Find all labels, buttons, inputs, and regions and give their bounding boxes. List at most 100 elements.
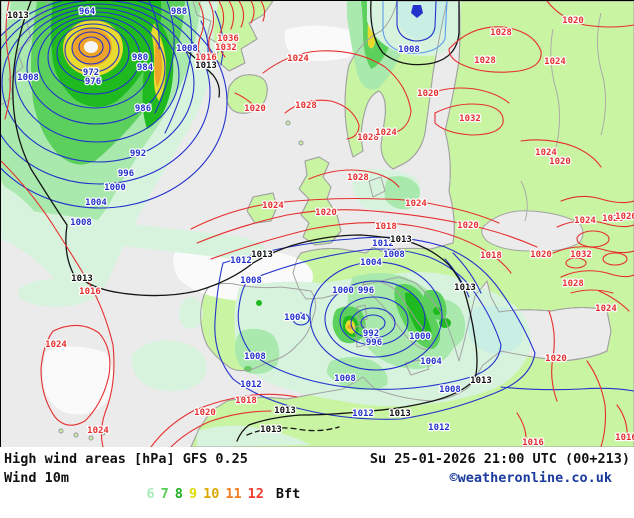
variable-label: Wind 10m xyxy=(4,470,70,486)
pressure-label: 996 xyxy=(358,286,374,296)
pressure-label: 1013 xyxy=(71,274,93,284)
pressure-label: 1020 xyxy=(562,16,584,26)
wind-area-layer xyxy=(1,1,531,447)
weather-map: 964 988 980 984 1008 972 976 986 1008 992 996 1000 1… xyxy=(0,0,634,447)
pressure-label: 1020 xyxy=(315,208,337,218)
storm-eye xyxy=(84,41,98,53)
pressure-label: 1028 xyxy=(602,214,624,224)
forecast-datetime: Su 25-01-2026 21:00 UTC (00+213) xyxy=(369,451,630,467)
pressure-label: 1032 xyxy=(215,43,237,53)
pressure-label: 1020 xyxy=(244,104,266,114)
pressure-label: 1028 xyxy=(357,133,379,143)
pressure-label: 976 xyxy=(85,77,101,87)
pressure-label: 1028 xyxy=(562,279,584,289)
pressure-label: 1000 xyxy=(104,183,126,193)
pressure-label: 1008 xyxy=(17,73,39,83)
pressure-label: 1012 xyxy=(240,380,262,390)
scandinavia-low-isobars xyxy=(370,1,460,66)
pressure-label: 1004 xyxy=(284,313,306,323)
pressure-label: 1016 xyxy=(79,287,101,297)
pressure-label-layer: 964 9889809841008972976986100899299610001… xyxy=(6,6,634,447)
pressure-label: 1032 xyxy=(459,114,481,124)
bft-value-8: 8 xyxy=(174,486,183,502)
bft-value-9: 9 xyxy=(188,486,198,502)
pressure-label: 1013 xyxy=(260,425,282,435)
pressure-label: 1016 xyxy=(615,433,634,443)
pressure-label: 1024 xyxy=(535,148,557,158)
pressure-label: 986 xyxy=(135,104,151,114)
pressure-label: 1016 xyxy=(195,53,217,63)
pressure-label: 1024 xyxy=(574,216,596,226)
pressure-label: 1028 xyxy=(295,101,317,111)
pressure-label: 1008 xyxy=(240,276,262,286)
map-title: High wind areas [hPa] GFS 0.25 xyxy=(4,451,248,467)
pressure-label: 1008 xyxy=(176,44,198,54)
pressure-label: 1008 xyxy=(334,374,356,384)
pressure-label: 1013 xyxy=(7,11,29,21)
weather-map-svg: 964 9889809841008972976986100899299610001… xyxy=(1,1,634,447)
pressure-label: 1024 xyxy=(87,426,109,436)
bft-value-10: 10 xyxy=(203,486,220,502)
pressure-label: 1013 xyxy=(389,409,411,419)
pressure-label: 1028 xyxy=(490,28,512,38)
pressure-label: 1024 xyxy=(595,304,617,314)
weather-map-page: { "footer": { "title": "High wind areas … xyxy=(0,0,634,502)
pressure-label: 1036 xyxy=(217,34,239,44)
pressure-label: 1020 xyxy=(457,221,479,231)
pressure-label: 1020 xyxy=(549,157,571,167)
pressure-label: 1013 xyxy=(470,376,492,386)
mediterranean-low-isobars xyxy=(214,236,634,420)
bft-values: 6 7 8 9 10 11 12 xyxy=(147,486,270,502)
pressure-label: 1016 xyxy=(522,438,544,447)
pressure-label: 1004 xyxy=(360,258,382,268)
pressure-label: 1024 xyxy=(544,57,566,67)
pressure-label: 1018 xyxy=(235,396,257,406)
legend-footer: High wind areas [hPa] GFS 0.25 Su 25-01-… xyxy=(0,447,634,502)
pressure-label: 1020 xyxy=(530,250,552,260)
pressure-label: 1028 xyxy=(474,56,496,66)
pressure-label: 1013 xyxy=(195,61,217,71)
pressure-label: 1000 xyxy=(409,332,431,342)
coastline-layer xyxy=(1,1,634,447)
atlantic-low-isobars xyxy=(1,1,228,209)
bft-value-12: 12 xyxy=(247,486,264,502)
pressure-label: 1004 xyxy=(420,357,442,367)
pressure-label: 988 xyxy=(171,7,187,17)
pressure-label: 1024 xyxy=(287,54,309,64)
pressure-label: 1020 xyxy=(615,212,634,222)
bft-value-11: 11 xyxy=(225,486,242,502)
bft-unit: Bft xyxy=(275,486,301,502)
pressure-label: 1000 xyxy=(332,286,354,296)
pressure-label: 1008 xyxy=(383,250,405,260)
pressure-label: 1012 xyxy=(352,409,374,419)
pressure-label: 1008 xyxy=(70,218,92,228)
pressure-label: 984 xyxy=(137,63,154,73)
copyright: ©weatheronline.co.uk xyxy=(449,470,612,486)
pressure-label: 964 xyxy=(79,7,96,17)
pressure-label: 1012 xyxy=(230,256,252,266)
pressure-label: 1004 xyxy=(85,198,107,208)
pressure-label: 1024 xyxy=(45,340,67,350)
pressure-label: 1008 xyxy=(398,45,420,55)
pressure-label: 1020 xyxy=(545,354,567,364)
pressure-label: 1028 xyxy=(347,173,369,183)
pressure-label: 1013 xyxy=(251,250,273,260)
pressure-label: 1018 xyxy=(375,222,397,232)
pressure-label: 1012 xyxy=(428,423,450,433)
pressure-label: 996 xyxy=(366,338,382,348)
pressure-label: 1032 xyxy=(570,250,592,260)
pressure-label: 1024 xyxy=(405,199,427,209)
pressure-label: 1008 xyxy=(439,385,461,395)
bft-scale: 6 7 8 9 10 11 12 Bft xyxy=(114,470,306,518)
pressure-label: 1012 xyxy=(372,239,394,249)
bft-value-7: 7 xyxy=(160,486,169,502)
pressure-label: 1013 xyxy=(390,235,412,245)
pressure-label: 1008 xyxy=(244,352,266,362)
reference-isobar-1013 xyxy=(12,1,478,442)
pressure-label: 996 xyxy=(118,169,134,179)
pressure-label: 1013 xyxy=(454,283,476,293)
pressure-label: 1024 xyxy=(262,201,284,211)
red-isobars xyxy=(1,1,634,447)
pressure-label: 992 xyxy=(130,149,146,159)
pressure-label: 1020 xyxy=(417,89,439,99)
